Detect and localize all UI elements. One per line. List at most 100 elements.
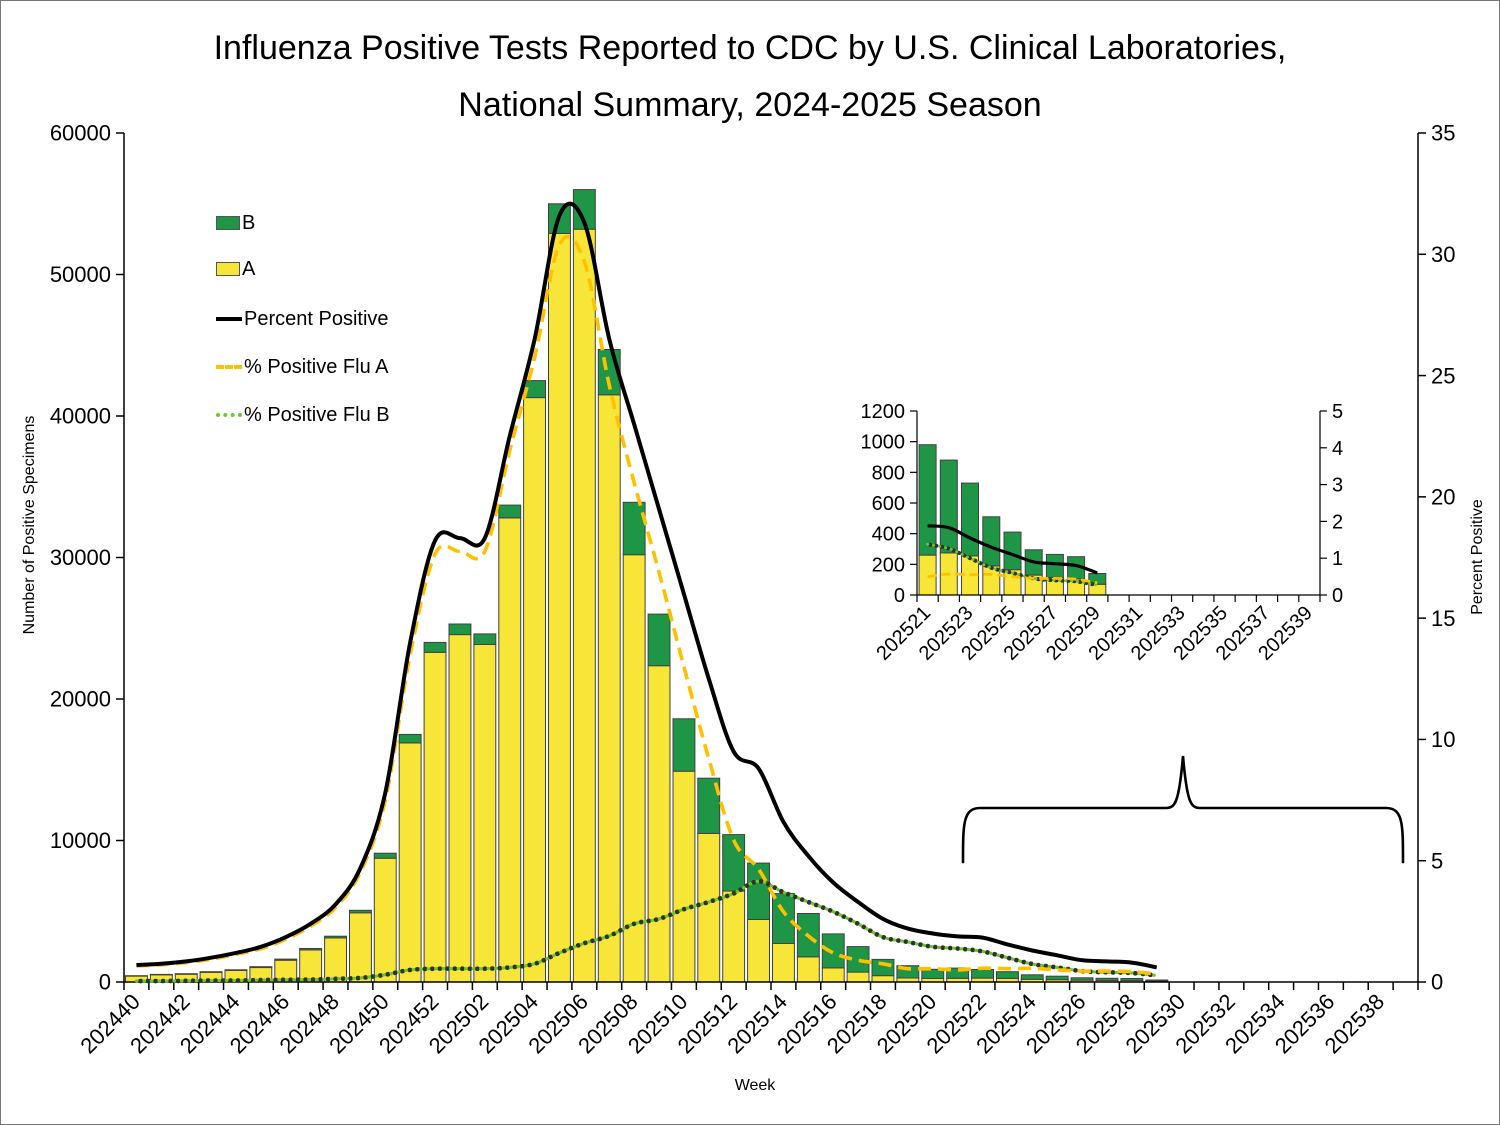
- bar-flu-b-202520: [921, 968, 945, 979]
- main-ytick-left: 20000: [50, 687, 111, 712]
- bar-flu-a-202452: [423, 651, 447, 983]
- bar-flu-a-202518: [871, 975, 895, 983]
- bar-flu-a-202508: [622, 554, 646, 983]
- bar-flu-b-202527: [1095, 977, 1119, 981]
- legend-label: % Positive Flu A: [244, 355, 389, 378]
- bar-flu-a-202505: [548, 233, 571, 983]
- inset-ytick-right: 5: [1332, 401, 1343, 423]
- bar-flu-a-202449: [349, 912, 372, 983]
- bar-flu-a-202450: [373, 857, 397, 983]
- legend-label: B: [242, 211, 256, 234]
- inset-ytick-right: 0: [1332, 585, 1343, 607]
- inset-ytick-left: 0: [894, 585, 905, 607]
- solid-line-swatch-icon: [216, 317, 242, 321]
- inset-line--positive-flu-b: [926, 542, 1099, 587]
- legend-item-percent-flu-b: % Positive Flu B: [216, 402, 390, 428]
- legend-label: Percent Positive: [244, 307, 389, 330]
- bar-flu-b-202518: [871, 958, 895, 977]
- bar-flu-b-202516: [821, 933, 845, 969]
- bar-flu-b-202508: [622, 501, 646, 556]
- main-ytick-right: 5: [1431, 848, 1443, 873]
- inset-line-percent-positive: [927, 524, 1098, 575]
- main-ytick-left: 10000: [50, 828, 111, 853]
- bar-flu-a-202512: [722, 890, 746, 983]
- bar-flu-b-202522: [939, 459, 958, 554]
- inset-bars: [918, 444, 1107, 596]
- bar-flu-b-202524: [982, 516, 1001, 567]
- chart-title: Influenza Positive Tests Reported to CDC…: [0, 20, 1500, 134]
- main-ytick-right: 10: [1431, 727, 1455, 752]
- bar-flu-b-202442: [174, 973, 198, 975]
- bar-flu-b-202443: [199, 971, 223, 973]
- bar-flu-b-202524: [1020, 974, 1044, 980]
- bar-flu-a-202504: [523, 397, 546, 983]
- bar-flu-b-202510: [672, 718, 696, 772]
- bar-flu-b-202529: [1145, 979, 1169, 982]
- flu-a-swatch-icon: [216, 262, 240, 276]
- bar-flu-a-202517: [846, 971, 870, 983]
- main-ytick-right: 25: [1431, 363, 1455, 388]
- chart-title-line1: Influenza Positive Tests Reported to CDC…: [213, 29, 1287, 67]
- legend-item-percent-flu-a: % Positive Flu A: [216, 354, 389, 380]
- chart-inset: 0200400600800100012000123452025212025232…: [861, 401, 1344, 665]
- main-ytick-left: 50000: [50, 262, 111, 287]
- bar-flu-b-202503: [498, 504, 522, 519]
- bar-flu-b-202521: [946, 967, 970, 979]
- inset-ytick-right: 4: [1332, 438, 1343, 460]
- bar-flu-b-202529: [1088, 573, 1107, 585]
- main-line--positive-flu-b: [134, 879, 1159, 983]
- bar-flu-a-202511: [697, 832, 721, 983]
- main-line--positive-flu-a: [136, 234, 1157, 976]
- legend-item-flu-b: B: [216, 210, 255, 236]
- legend-item-percent-positive: Percent Positive: [216, 306, 389, 332]
- bar-flu-a-202509: [647, 665, 671, 983]
- inset-ytick-left: 1000: [861, 432, 906, 454]
- y-axis-title-right: Percent Positive: [1469, 499, 1486, 615]
- bar-flu-a-202515: [796, 956, 820, 983]
- bar-flu-a-202513: [747, 919, 770, 983]
- main-ytick-right: 20: [1431, 485, 1455, 510]
- main-ytick-left: 30000: [50, 545, 111, 570]
- bar-flu-b-202523: [961, 482, 979, 557]
- flu-b-swatch-icon: [216, 216, 240, 230]
- bar-flu-a-202451: [398, 742, 422, 983]
- bar-flu-b-202522: [971, 969, 994, 979]
- bar-flu-a-202502: [473, 644, 497, 983]
- bar-flu-a-202501: [448, 634, 472, 983]
- bar-flu-b-202528: [1120, 978, 1144, 982]
- legend-label: A: [242, 257, 256, 280]
- main-ytick-left: 0: [99, 970, 111, 995]
- inset-line--positive-flu-b-underlay: [925, 542, 1100, 588]
- dashed-line-swatch-icon: [216, 365, 242, 369]
- bar-flu-b-202447: [299, 948, 323, 951]
- main-ytick-right: 0: [1431, 970, 1443, 995]
- inset-ytick-right: 3: [1332, 475, 1343, 497]
- bar-flu-b-202444: [224, 969, 248, 971]
- dotted-line-swatch-icon: [216, 413, 242, 417]
- inset-ytick-right: 2: [1332, 511, 1343, 533]
- inset-ytick-left: 1200: [861, 401, 906, 423]
- bar-flu-a-202448: [324, 937, 348, 983]
- bar-flu-b-202523: [996, 971, 1019, 979]
- bar-flu-b-202450: [373, 852, 397, 859]
- bar-flu-a-202510: [672, 770, 696, 983]
- bar-flu-b-202527: [1045, 553, 1064, 578]
- main-ytick-left: 40000: [50, 404, 111, 429]
- main-ytick-right: 30: [1431, 242, 1455, 267]
- inset-ytick-left: 800: [872, 462, 905, 484]
- main-line-percent-positive: [136, 201, 1158, 970]
- main-ytick-right: 15: [1431, 606, 1455, 631]
- bar-flu-b-202502: [473, 633, 497, 646]
- main-ytick-right: 35: [1431, 121, 1455, 146]
- inset-line--positive-flu-a: [927, 572, 1098, 585]
- bar-flu-b-202445: [249, 966, 273, 969]
- inset-ytick-left: 600: [872, 493, 905, 515]
- bar-flu-b-202451: [398, 733, 422, 744]
- bar-flu-b-202452: [423, 641, 447, 653]
- legend-item-flu-a: A: [216, 256, 255, 282]
- bar-flu-a-202503: [498, 517, 522, 983]
- y-axis-title-left: Number of Positive Specimens: [21, 415, 38, 635]
- brace-annotation: [961, 755, 1405, 864]
- bar-flu-b-202526: [1070, 977, 1094, 981]
